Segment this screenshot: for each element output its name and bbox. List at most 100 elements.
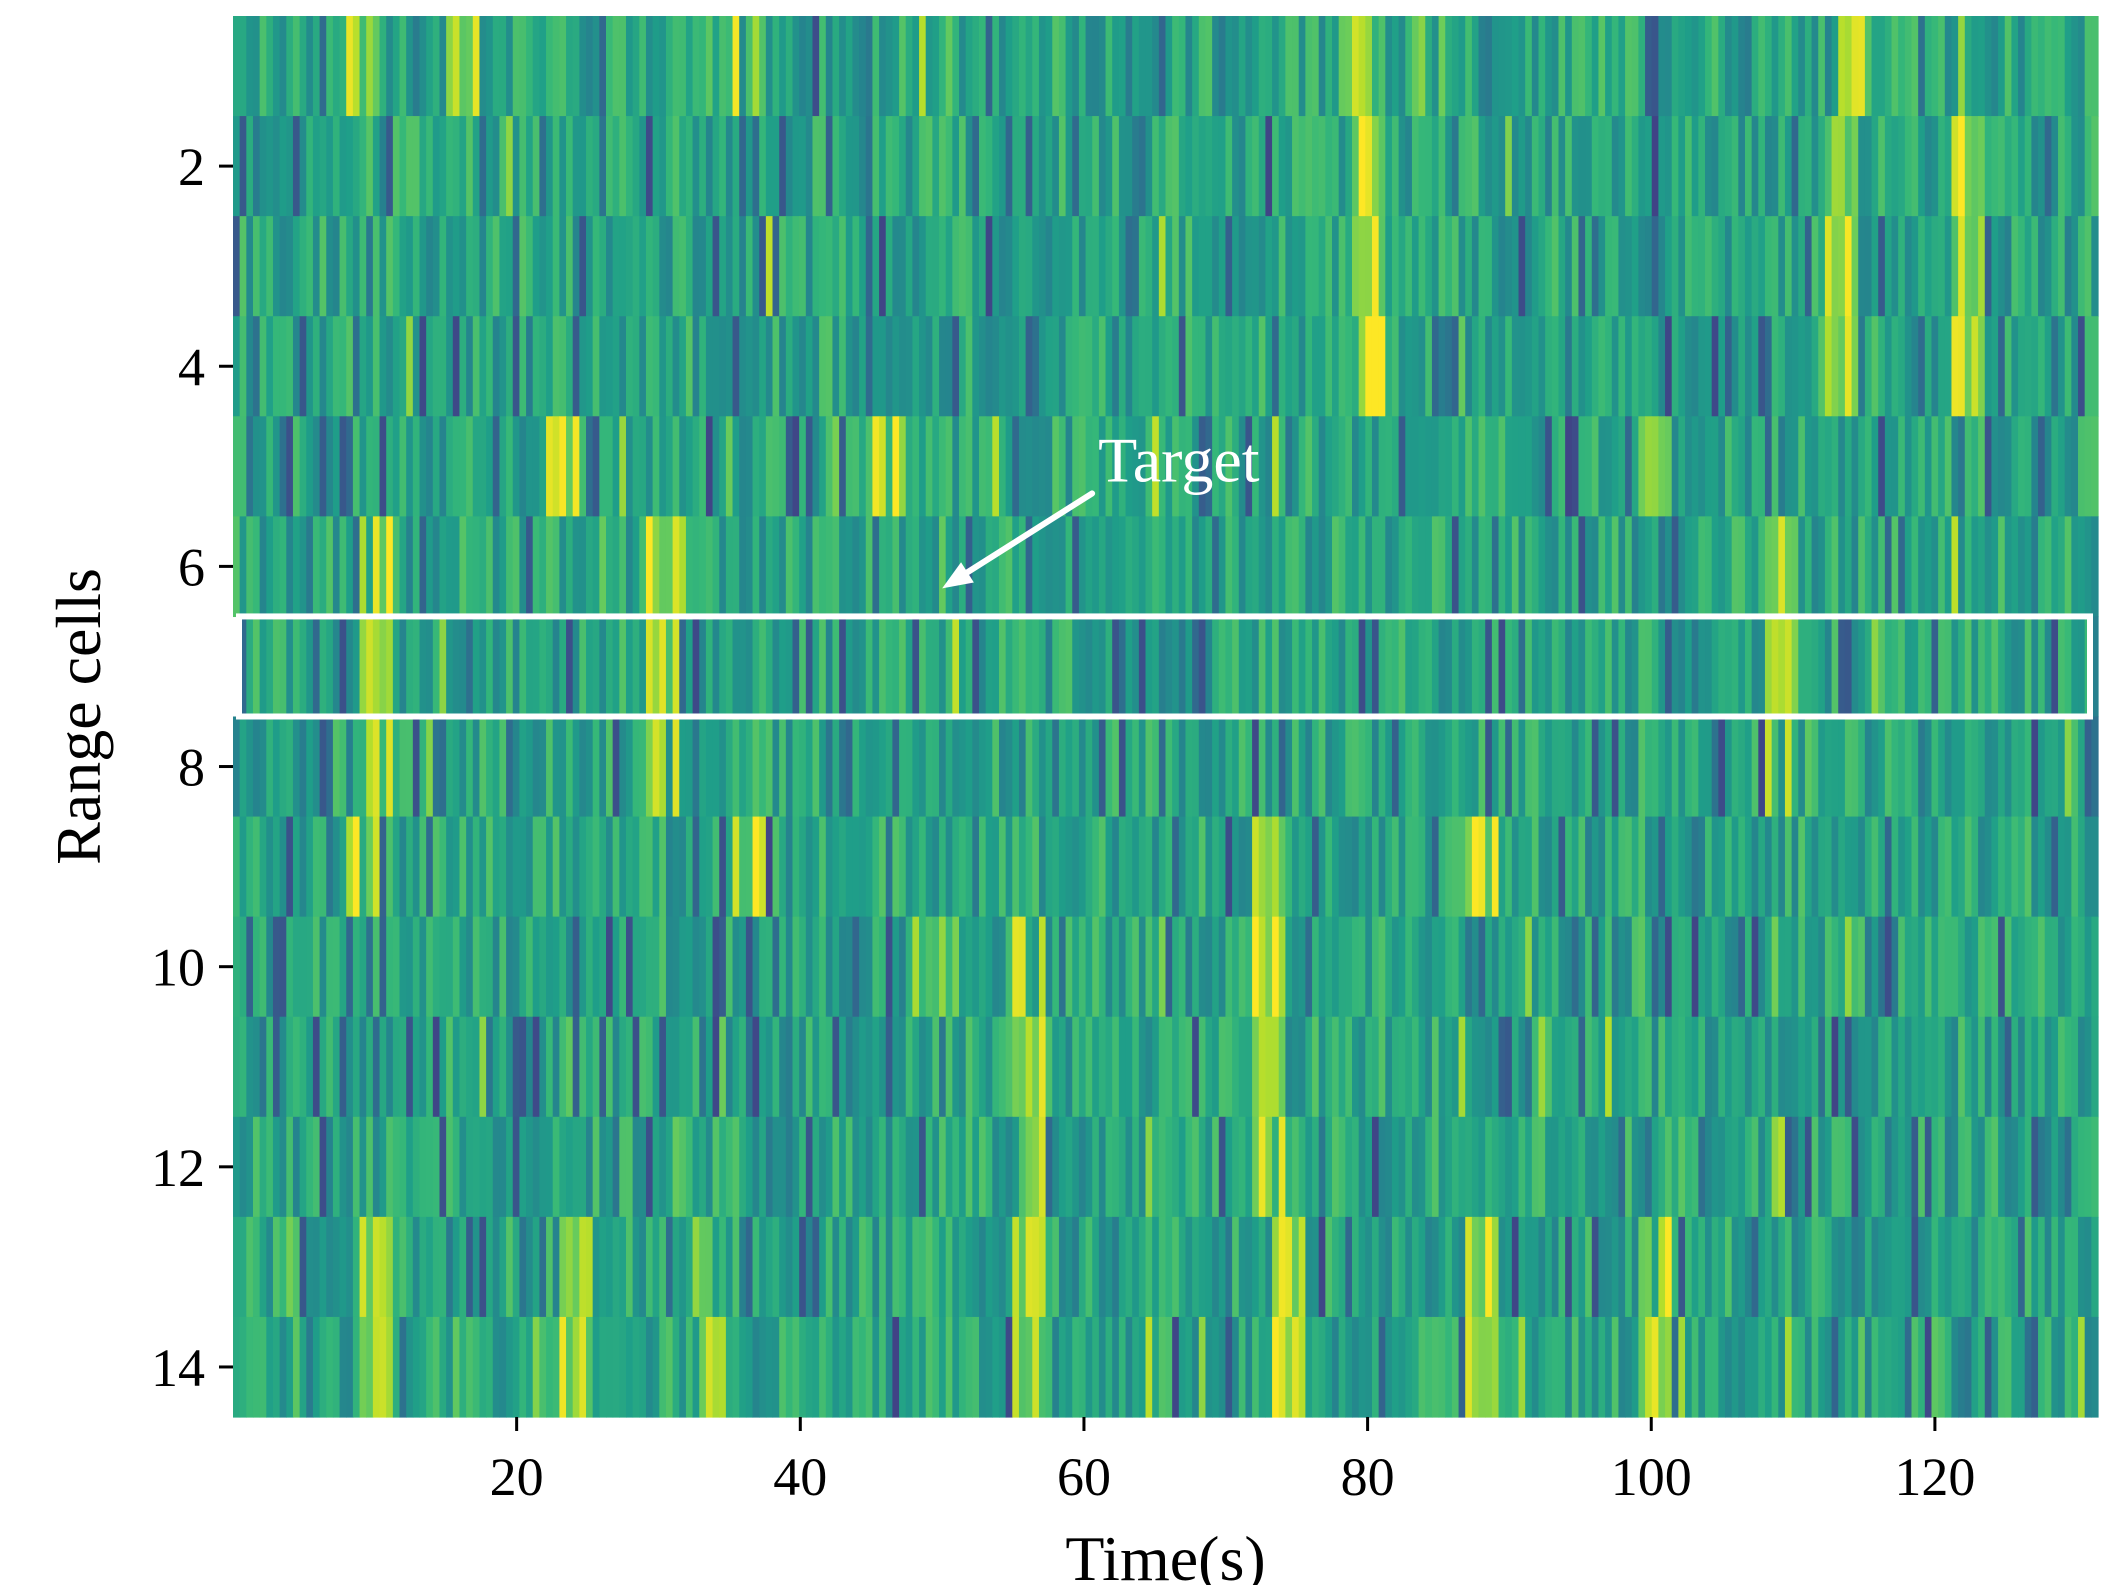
heatmap-cell (539, 716, 547, 818)
heatmap-cell (1158, 516, 1167, 618)
heatmap-cell (1691, 16, 1699, 117)
heatmap-cell (519, 1116, 527, 1218)
heatmap-cell (466, 1116, 474, 1218)
heatmap-cell (366, 716, 374, 818)
heatmap-cell (586, 116, 594, 217)
heatmap-cell (772, 816, 780, 918)
heatmap-cell (399, 1216, 407, 1318)
heatmap-cell (1158, 916, 1167, 1018)
heatmap-cell (679, 416, 687, 517)
heatmap-cell (1658, 716, 1666, 818)
heatmap-cell (406, 1316, 414, 1418)
heatmap-cell (1771, 516, 1779, 618)
heatmap-cell (1285, 716, 1293, 818)
heatmap-cell (1691, 516, 1699, 618)
heatmap-cell (1451, 916, 1460, 1018)
heatmap-cell (1658, 1016, 1666, 1118)
heatmap-cell (899, 1316, 907, 1418)
heatmap-cell (1944, 616, 1953, 718)
heatmap-cell (1911, 316, 1919, 417)
heatmap-cell (1698, 416, 1706, 517)
heatmap-cell (512, 316, 521, 417)
heatmap-cell (925, 1116, 933, 1218)
heatmap-cell (1391, 916, 1400, 1018)
heatmap-cell (2084, 1116, 2092, 1218)
heatmap-cell (772, 216, 780, 317)
heatmap-cell (712, 1316, 720, 1418)
heatmap-cell (1458, 1116, 1466, 1218)
heatmap-cell (1505, 316, 1513, 417)
heatmap-cell (1225, 416, 1233, 517)
heatmap-cell (1844, 1116, 1853, 1218)
heatmap-cell (326, 816, 334, 918)
heatmap-cell (1538, 16, 1546, 117)
heatmap-cell (1198, 816, 1207, 918)
heatmap-cell (1731, 116, 1739, 217)
heatmap-cell (879, 1316, 887, 1418)
heatmap-cell (1445, 1216, 1453, 1318)
heatmap-cell (772, 1116, 780, 1218)
heatmap-cell (1591, 816, 1600, 918)
heatmap-cell (519, 1316, 527, 1418)
heatmap-cell (685, 1116, 694, 1218)
heatmap-cell (1751, 1316, 1759, 1418)
heatmap-cell (832, 616, 840, 718)
heatmap-cell (1105, 516, 1113, 618)
heatmap-cell (2011, 116, 2019, 217)
heatmap-cell (632, 1216, 640, 1318)
heatmap-cell (1298, 1116, 1306, 1218)
heatmap-cell (492, 1016, 501, 1118)
heatmap-cell (346, 116, 354, 217)
heatmap-cell (272, 416, 281, 517)
heatmap-cell (959, 616, 967, 718)
heatmap-cell (526, 1216, 534, 1318)
heatmap-cell (1178, 716, 1187, 818)
heatmap-cell (712, 116, 720, 217)
heatmap-cell (1538, 716, 1546, 818)
heatmap-cell (1458, 216, 1466, 317)
heatmap-cell (432, 416, 441, 517)
heatmap-cell (1292, 416, 1300, 517)
heatmap-cell (359, 1116, 367, 1218)
heatmap-cell (1085, 116, 1093, 217)
heatmap-cell (1065, 316, 1073, 417)
heatmap-cell (759, 416, 767, 517)
heatmap-cell (1558, 916, 1566, 1018)
heatmap-cell (312, 16, 321, 117)
heatmap-cell (1944, 916, 1953, 1018)
heatmap-cell (1058, 616, 1067, 718)
heatmap-cell (1318, 1216, 1326, 1318)
target-arrow (953, 490, 1096, 583)
heatmap-cell (645, 116, 654, 217)
heatmap-cell (1578, 316, 1586, 417)
heatmap-cell (859, 216, 867, 317)
heatmap-cell (739, 1116, 747, 1218)
heatmap-cell (1105, 1216, 1113, 1318)
heatmap-cell (1092, 816, 1100, 918)
heatmap-cell (1665, 616, 1673, 718)
heatmap-cell (1731, 916, 1739, 1018)
heatmap-cell (1798, 116, 1806, 217)
heatmap-cell (972, 716, 980, 818)
heatmap-cell (859, 1016, 867, 1118)
heatmap-cell (945, 716, 953, 818)
heatmap-cell (1991, 216, 1999, 317)
heatmap-cell (1578, 1216, 1586, 1318)
heatmap-cell (506, 716, 514, 818)
heatmap-cell (399, 216, 407, 317)
heatmap-cell (1178, 616, 1187, 718)
heatmap-cell (346, 616, 354, 718)
heatmap-cell (2064, 216, 2072, 317)
heatmap-cell (1731, 16, 1739, 117)
heatmap-cell (1658, 216, 1666, 317)
heatmap-cell (2071, 316, 2079, 417)
heatmap-cell (1851, 116, 1859, 217)
heatmap-cell (1971, 516, 1979, 618)
heatmap-cell (1878, 1216, 1886, 1318)
heatmap-cell (639, 916, 647, 1018)
heatmap-cell (1431, 1016, 1440, 1118)
heatmap-cell (446, 316, 454, 417)
heatmap-cell (1565, 816, 1573, 918)
heatmap-cell (679, 816, 687, 918)
heatmap-cell (1545, 116, 1553, 217)
